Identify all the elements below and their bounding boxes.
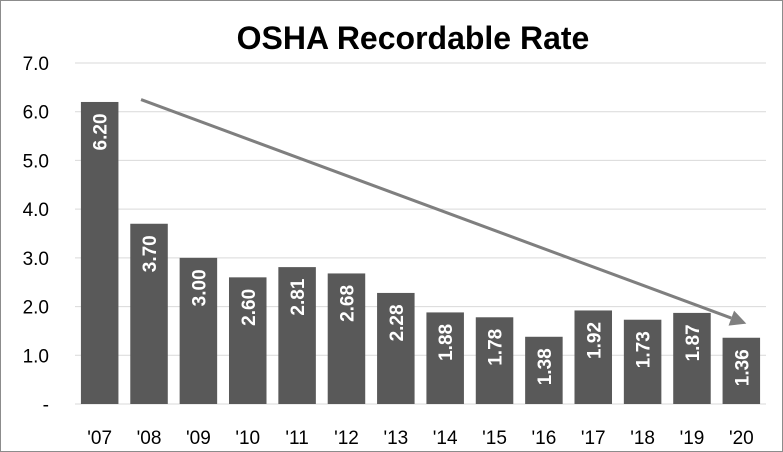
x-tick-label: '20 bbox=[729, 428, 754, 449]
x-tick-label: '09 bbox=[186, 428, 211, 449]
y-tick-label: 7.0 bbox=[23, 54, 49, 75]
y-tick-label: 5.0 bbox=[23, 151, 49, 172]
trend-arrow-head bbox=[728, 310, 747, 326]
y-tick-label: 6.0 bbox=[23, 103, 49, 124]
y-tick-label: - bbox=[43, 395, 49, 416]
bar bbox=[574, 310, 613, 404]
y-tick-label: 2.0 bbox=[23, 298, 49, 319]
bar-value-label: 1.92 bbox=[584, 322, 605, 359]
bar-value-label: 2.28 bbox=[387, 304, 408, 341]
bar bbox=[179, 257, 218, 404]
bar-value-label: 1.73 bbox=[634, 331, 655, 368]
bars bbox=[80, 101, 761, 404]
x-tick-label: '19 bbox=[680, 428, 705, 449]
bar-value-label: 2.68 bbox=[337, 285, 358, 322]
x-tick-label: '16 bbox=[532, 428, 557, 449]
bar-value-labels: 6.20 3.70 3.00 2.60 2.81 2.68 2.28 1.88 1.78 1.38… bbox=[91, 113, 754, 386]
bar-value-label: 1.88 bbox=[436, 324, 457, 361]
bar-value-label: 6.20 bbox=[91, 113, 112, 150]
trend-arrow bbox=[140, 98, 747, 326]
bar bbox=[228, 277, 267, 404]
x-tick-label: '14 bbox=[433, 428, 458, 449]
bar-value-label: 3.70 bbox=[140, 235, 161, 272]
y-tick-label: 4.0 bbox=[23, 200, 49, 221]
y-tick-label: 1.0 bbox=[23, 346, 49, 367]
x-tick-label: '17 bbox=[581, 428, 606, 449]
bar bbox=[673, 312, 711, 404]
x-tick-label: '13 bbox=[383, 428, 408, 449]
y-tick-label: 3.0 bbox=[23, 249, 49, 270]
chart-title: OSHA Recordable Rate bbox=[237, 20, 590, 56]
bar bbox=[80, 101, 119, 404]
bar-value-label: 1.36 bbox=[732, 349, 753, 386]
bar-value-label: 2.60 bbox=[239, 289, 260, 326]
x-tick-label: '07 bbox=[87, 428, 112, 449]
bar bbox=[377, 292, 415, 404]
x-tick-label: '15 bbox=[482, 428, 507, 449]
bar-value-label: 1.38 bbox=[535, 348, 556, 385]
x-tick-label: '10 bbox=[235, 428, 260, 449]
trend-arrow-shaft bbox=[140, 98, 732, 320]
bar-value-label: 1.78 bbox=[486, 329, 507, 366]
bar bbox=[130, 223, 168, 404]
bar bbox=[426, 312, 464, 404]
bar-value-label: 2.81 bbox=[288, 278, 309, 315]
x-tick-label: '18 bbox=[630, 428, 655, 449]
bar bbox=[475, 317, 514, 404]
x-tick-label: '08 bbox=[137, 428, 162, 449]
bar-value-label: 3.00 bbox=[189, 269, 210, 306]
x-tick-label: '12 bbox=[334, 428, 359, 449]
x-axis-ticks: '07 '08 '09 '10 '11 '12 '13 '14 '15 '16 '17 '18 '19 '… bbox=[87, 428, 753, 449]
bar bbox=[623, 319, 662, 404]
bar bbox=[278, 267, 316, 404]
bar bbox=[525, 336, 563, 404]
bar bbox=[722, 337, 761, 404]
bar-value-label: 1.87 bbox=[683, 324, 704, 361]
x-tick-label: '11 bbox=[285, 428, 308, 449]
bar bbox=[327, 273, 366, 404]
y-axis-ticks: - 1.0 2.0 3.0 4.0 5.0 6.0 7.0 bbox=[23, 54, 49, 416]
